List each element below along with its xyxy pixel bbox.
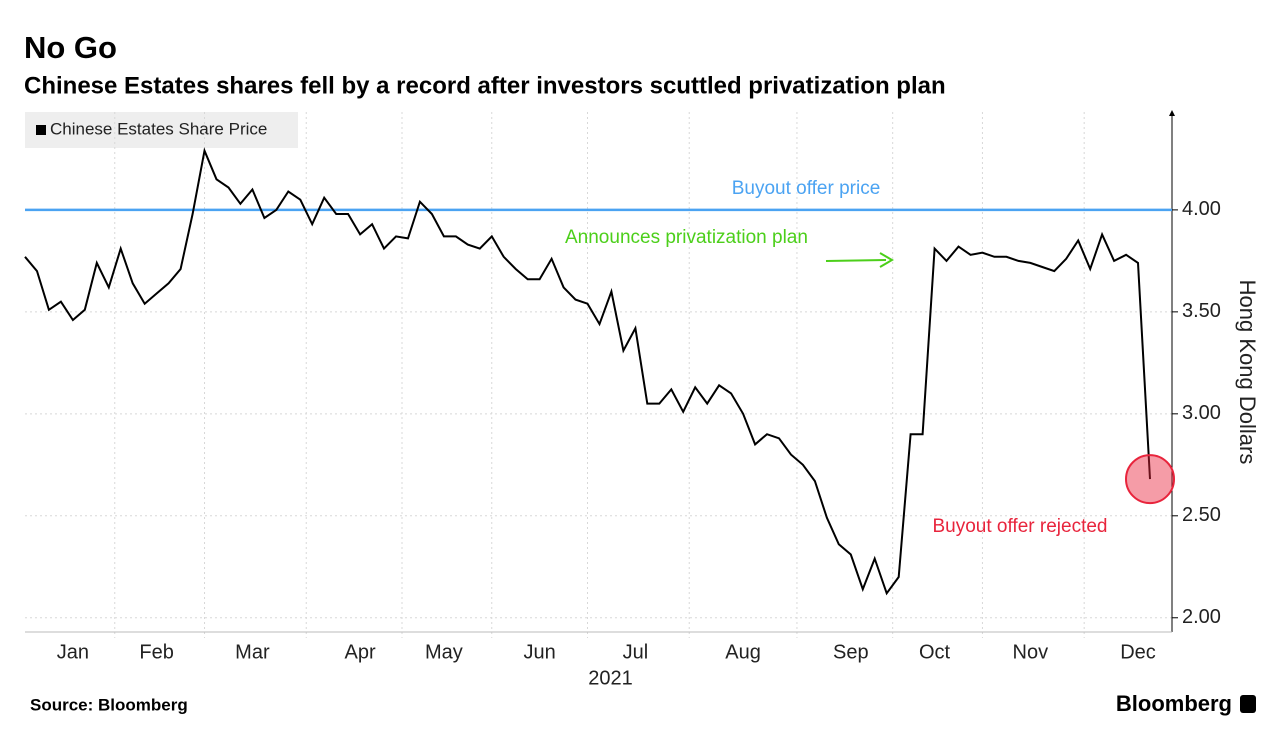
- y-axis-label: Hong Kong Dollars: [1235, 280, 1260, 465]
- x-tick-label: Jul: [623, 641, 649, 663]
- chart-subtitle: Chinese Estates shares fell by a record …: [24, 72, 946, 99]
- legend-box: [25, 112, 298, 148]
- highlight-circle: [1125, 454, 1175, 505]
- annotation-arrowhead: [879, 252, 894, 268]
- y-tick-label: 4.00: [1182, 198, 1221, 220]
- brand-icon: [1240, 695, 1256, 713]
- price-line: [24, 147, 1151, 596]
- x-tick-label: Apr: [345, 641, 376, 663]
- x-tick-label: Feb: [139, 641, 173, 663]
- legend-swatch: [36, 125, 46, 135]
- brand: Bloomberg: [1116, 691, 1232, 716]
- y-tick-label: 2.50: [1182, 504, 1221, 526]
- legend-label: Chinese Estates Share Price: [50, 119, 267, 138]
- x-tick-label: Jan: [57, 641, 89, 663]
- x-tick-label: Jun: [524, 641, 556, 663]
- source: Source: Bloomberg: [30, 695, 188, 714]
- annotation-arrow: [825, 259, 887, 262]
- x-tick-label: May: [425, 641, 463, 663]
- y-tick-label: 3.50: [1182, 300, 1221, 322]
- x-tick-label: Aug: [725, 641, 761, 663]
- y-axis-arrow: [1169, 110, 1175, 116]
- x-tick-label: Sep: [833, 641, 869, 663]
- annotation: Buyout offer rejected: [933, 516, 1108, 537]
- x-tick-label: Nov: [1013, 641, 1049, 663]
- x-tick-label: Mar: [235, 641, 270, 663]
- x-tick-label: Dec: [1120, 641, 1156, 663]
- chart-title: No Go: [24, 30, 117, 65]
- y-tick-label: 3.00: [1182, 402, 1221, 424]
- y-tick-label: 2.00: [1182, 606, 1221, 628]
- annotation: Announces privatization plan: [565, 227, 808, 248]
- x-group-label: 2021: [588, 667, 633, 689]
- x-tick-label: Oct: [919, 641, 951, 663]
- reference-label: Buyout offer price: [732, 178, 881, 199]
